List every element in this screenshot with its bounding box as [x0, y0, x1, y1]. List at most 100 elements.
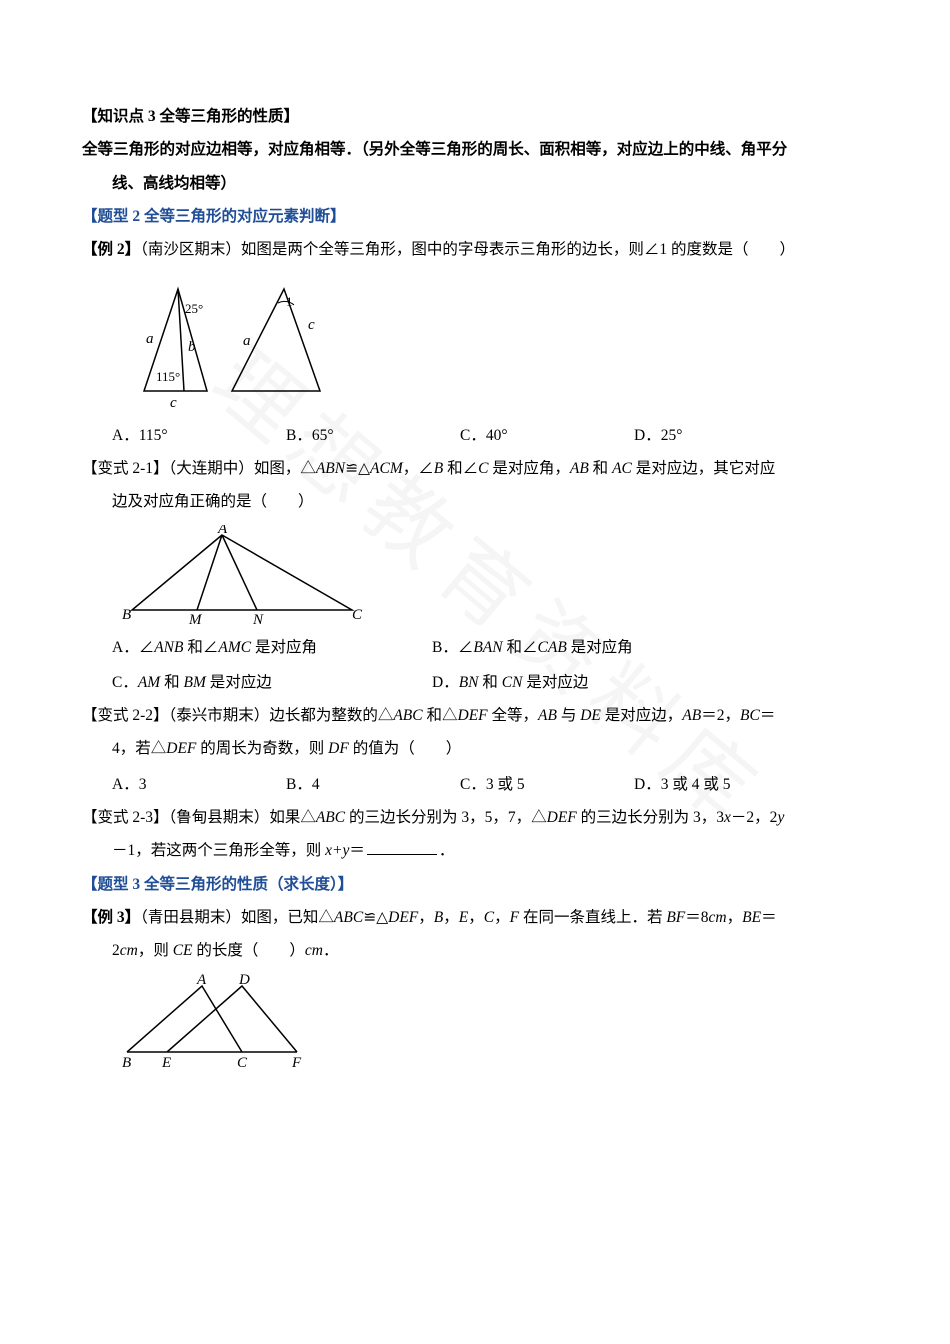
- ex3-d: ，: [443, 909, 459, 926]
- v22-def2: DEF: [166, 740, 196, 757]
- variant-2-1-stem: 【变式 2-1】（大连期中）如图，△ABN≌△ACM，∠B 和∠C 是对应角，A…: [82, 452, 868, 485]
- v23-blank: [367, 854, 437, 855]
- ex2-ang115: 115°: [156, 369, 180, 384]
- v22-e: 是对应边，: [601, 707, 682, 724]
- example-3-label: 【例 3】: [82, 909, 140, 926]
- ex3-b: ≌△: [363, 909, 388, 926]
- example-3-stem: 【例 3】（青田县期末）如图，已知△ABC≌△DEF，B，E，C，F 在同一条直…: [82, 901, 868, 934]
- ex2-ang25: 25°: [185, 301, 203, 316]
- v21d-x: BN: [459, 674, 479, 691]
- v21d-mid: 和: [479, 674, 502, 691]
- v23-2b: ＝: [349, 842, 365, 859]
- v2-1-option-d: D．BN 和 CN 是对应边: [432, 666, 752, 699]
- document-page: 理想教育资料库 【知识点 3 全等三角形的性质】 全等三角形的对应边相等，对应角…: [0, 0, 950, 1344]
- v22-df: DF: [328, 740, 349, 757]
- v2-1-B: B: [434, 460, 443, 477]
- ex3-lblA: A: [196, 974, 207, 988]
- v22-2a: 4，若△: [112, 740, 166, 757]
- variant-2-1-figure: A B C M N: [112, 525, 868, 625]
- v2-1-option-a: A．∠ANB 和∠AMC 是对应角: [112, 631, 432, 664]
- ex3-svg: A D B E C F: [112, 974, 312, 1069]
- ex2-option-c: C．40°: [460, 419, 634, 452]
- v2-1-option-b: B．∠BAN 和∠CAB 是对应角: [432, 631, 752, 664]
- v2-1-AC: AC: [612, 460, 632, 477]
- ex2-a1: a: [146, 331, 154, 347]
- ex3-lblB: B: [122, 1055, 131, 1069]
- v2-2-source: （泰兴市期末）: [169, 707, 270, 724]
- v2-1-t4: 和∠: [443, 460, 478, 477]
- v21d-y: CN: [502, 674, 523, 691]
- v21b-post: 是对应角: [567, 639, 633, 656]
- ex2-option-d: D．25°: [634, 419, 808, 452]
- knowledge-3-body-line2: 线、高线均相等）: [82, 167, 868, 200]
- ex2-c2: c: [308, 317, 315, 333]
- variant-2-2-stem-line2: 4，若△DEF 的周长为奇数，则 DF 的值为（ ）: [82, 732, 868, 765]
- v2-1-t6: 和: [589, 460, 612, 477]
- v23-c: 的三边长分别为 3，3: [577, 809, 724, 826]
- v2-1-label: 【变式 2-1】: [82, 460, 169, 477]
- v2-1-lblN: N: [252, 612, 264, 625]
- v21c-post: 是对应边: [206, 674, 272, 691]
- v22-option-d: D．3 或 4 或 5: [634, 768, 808, 801]
- v22-2c: 的值为（ ）: [349, 740, 461, 757]
- v21c-x: AM: [138, 674, 160, 691]
- ex3-2d: ．: [323, 942, 339, 959]
- ex2-b: b: [188, 339, 196, 355]
- variant-2-1-stem-line2: 边及对应角正确的是（ ）: [82, 485, 868, 518]
- v21a-mid: 和∠: [183, 639, 218, 656]
- ex3-2c: 的长度（ ）: [193, 942, 305, 959]
- example-3-stem-line2: 2cm，则 CE 的长度（ ）cm．: [82, 934, 868, 967]
- v22-bc: BC: [740, 707, 760, 724]
- example-2-stem: 【例 2】（南沙区期末）如图是两个全等三角形，图中的字母表示三角形的边长，则∠1…: [82, 233, 868, 266]
- ex3-abc: ABC: [334, 909, 363, 926]
- v23-b: 的三边长分别为 3，5，7，△: [345, 809, 547, 826]
- v2-3-label: 【变式 2-3】: [82, 809, 169, 826]
- variant-2-3-stem-line2: －1，若这两个三角形全等，则 x+y＝．: [82, 834, 868, 867]
- ex2-a2: a: [243, 333, 251, 349]
- example-3-source: （青田县期末）: [140, 909, 241, 926]
- variant-2-1-options-row1: A．∠ANB 和∠AMC 是对应角 B．∠BAN 和∠CAB 是对应角: [82, 631, 868, 664]
- ex3-BF: BF: [666, 909, 685, 926]
- ex3-j: ＝: [761, 909, 777, 926]
- ex3-cm3: cm: [305, 942, 323, 959]
- v21d-pre: D．: [432, 674, 459, 691]
- v22-ab2: AB: [682, 707, 701, 724]
- ex3-a: 如图，已知△: [241, 909, 334, 926]
- ex3-tri-def: [167, 986, 297, 1052]
- v21b-pre: B．∠: [432, 639, 473, 656]
- ex3-e: ，: [468, 909, 484, 926]
- ex3-CE: CE: [173, 942, 193, 959]
- ex3-tri-abc: [127, 986, 242, 1052]
- v22-g: ＝: [760, 707, 776, 724]
- v22-f: ＝2，: [701, 707, 740, 724]
- v2-2-label: 【变式 2-2】: [82, 707, 169, 724]
- ex3-lblC: C: [237, 1055, 248, 1069]
- v22-option-c: C．3 或 5: [460, 768, 634, 801]
- v2-1-lblA: A: [217, 525, 228, 537]
- example-3-figure: A D B E C F: [112, 974, 868, 1069]
- v22-de: DE: [580, 707, 601, 724]
- ex3-BE: BE: [742, 909, 761, 926]
- v21c-mid: 和: [160, 674, 183, 691]
- variant-2-3-stem: 【变式 2-3】（鲁甸县期末）如果△ABC 的三边长分别为 3，5，7，△DEF…: [82, 801, 868, 834]
- v2-1-outer: [132, 535, 352, 610]
- ex3-E: E: [459, 909, 468, 926]
- ex2-svg: 25° 115° a b c 1 a c: [112, 273, 332, 413]
- v23-abc: ABC: [316, 809, 345, 826]
- v21a-x: ANB: [154, 639, 183, 656]
- v21a-y: AMC: [218, 639, 251, 656]
- v22-ab: AB: [538, 707, 557, 724]
- v21b-mid: 和∠: [503, 639, 538, 656]
- ex2-option-a: A．115°: [112, 419, 286, 452]
- v2-1-C: C: [478, 460, 488, 477]
- v21a-post: 是对应角: [251, 639, 317, 656]
- v22-option-a: A．3: [112, 768, 286, 801]
- v2-1-t5: 是对应角，: [488, 460, 569, 477]
- example-2-label: 【例 2】: [82, 241, 140, 258]
- v2-1-source: （大连期中）: [169, 460, 254, 477]
- v23-x: x: [724, 809, 731, 826]
- ex3-2a: 2: [112, 942, 120, 959]
- v21c-y: BM: [184, 674, 206, 691]
- v2-1-acm: ACM: [370, 460, 403, 477]
- v21c-pre: C．: [112, 674, 138, 691]
